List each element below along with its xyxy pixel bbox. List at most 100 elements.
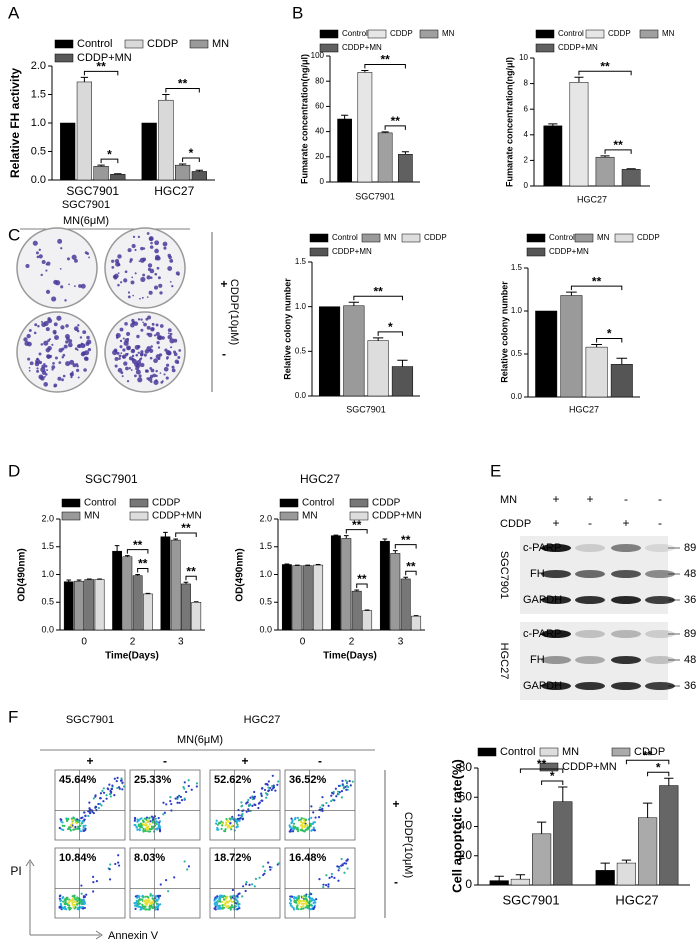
flow-event [178,801,181,804]
flow-event [195,782,199,785]
flow-event [73,894,76,897]
flow-event [157,897,160,900]
colony [159,324,164,328]
significance-bracket [83,70,119,76]
flow-event [300,902,304,905]
flow-event [219,900,222,903]
colony [156,266,160,270]
flow-event [265,796,268,799]
flow-event [330,872,334,876]
flow-event [224,902,227,905]
colony [40,320,43,323]
colony [126,352,129,355]
bar [330,535,341,631]
legend-label: CDDP+MN [342,43,382,52]
colony [128,367,131,370]
colony [131,357,135,362]
flow-event [113,777,116,780]
colony [155,323,159,327]
bar [532,833,552,886]
legend-swatch [124,39,144,49]
flow-event [319,809,322,812]
flow-event [340,790,344,793]
bar [63,581,74,631]
bar [143,593,153,631]
flow-event [314,901,317,904]
colony [130,322,135,328]
colony [80,343,86,349]
flow-event [116,776,119,779]
x-axis-label: Annexin V [108,930,159,942]
significance-bracket [364,63,406,69]
flow-event [321,809,324,813]
flow-event [70,817,74,820]
colony [118,357,121,360]
percentage-label: 8.03% [134,852,165,864]
colony [140,276,146,283]
bar [313,564,324,631]
flow-event [346,867,349,870]
flow-event [95,880,98,883]
colony [132,235,136,238]
flow-event [169,796,172,799]
colony [117,368,123,373]
y-tick-label: 2 [524,156,529,165]
colony [38,248,41,251]
colony [64,299,67,302]
legend-swatch [477,747,497,757]
bar [110,174,126,181]
colony [134,362,139,368]
error-bar [364,609,370,611]
sign: + [392,797,399,811]
axis [51,66,215,181]
error-bar [616,357,628,365]
quadrant-lines [285,848,355,918]
flow-event [163,811,166,814]
flow-event [277,862,280,865]
legend-swatch [611,747,631,757]
flow-event [117,861,120,864]
flow-event [336,865,339,868]
flow-event [312,898,316,902]
bar [122,556,133,631]
bar [302,565,313,631]
flow-event [296,829,300,833]
flow-event [322,886,325,889]
x-axis-label: Time(Days) [105,651,159,662]
y-tick-label: 1.5 [259,541,272,551]
legend-swatch [526,247,546,257]
colony [77,376,80,379]
bar [112,550,122,631]
y-tick-label: 1.0 [259,569,272,579]
colony [146,325,151,330]
x-tick-label: SGC7901 [346,404,386,414]
flow-event [249,796,252,799]
legend-label: Control [549,233,575,242]
colony [138,358,142,361]
bar [411,615,422,631]
colony [38,352,42,356]
colony [43,362,46,366]
colony [142,273,146,277]
sign: + [86,754,93,768]
colony [163,246,167,250]
x-tick-label: HGC27 [569,404,599,414]
flow-event [187,784,190,788]
significance-label: ** [133,538,143,552]
flow-event [302,902,305,905]
flow-event [325,883,328,887]
error-bar [305,564,311,566]
flow-event [69,899,73,902]
flow-event [118,787,121,790]
flow-event [185,790,188,794]
colony [146,275,151,280]
flow-event [176,801,179,804]
x-tick-label: SGC7901 [502,892,559,907]
flow-event [146,908,150,911]
significance-bracket [394,544,417,549]
flow-event [303,894,306,897]
legend-label: Control [77,38,112,50]
colony [131,276,134,279]
flow-event [187,865,191,868]
flow-event [214,903,217,907]
